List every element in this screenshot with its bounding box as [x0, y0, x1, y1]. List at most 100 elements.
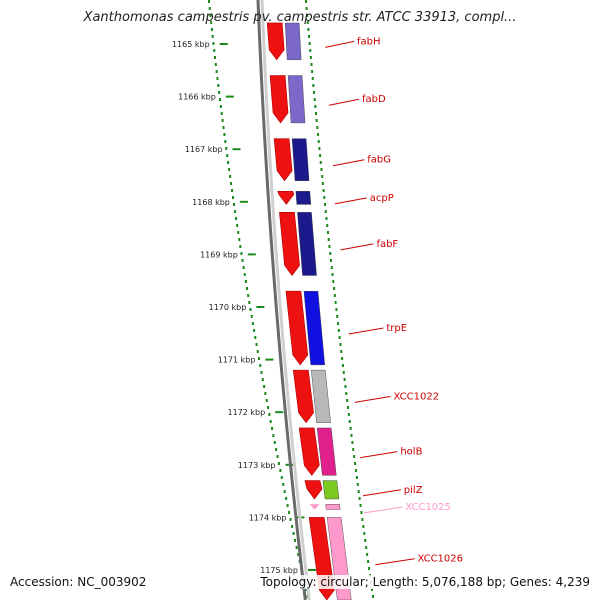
gene-labels: fabH fabD fabG acpP fabF trpE XCC1022 holB pilZ X… — [325, 36, 463, 566]
gc-dot — [314, 105, 317, 108]
gc-dot — [315, 119, 318, 122]
gc-dot — [235, 217, 238, 220]
gc-dot — [272, 434, 275, 437]
gc-dot — [217, 84, 220, 87]
gc-dot — [340, 350, 343, 353]
gc-dot — [356, 483, 359, 486]
gc-dot — [343, 378, 346, 381]
gc-dot — [273, 441, 276, 444]
cog-bar — [297, 212, 317, 276]
gc-dot — [317, 133, 320, 136]
gc-dot — [333, 287, 336, 290]
gc-dot — [229, 175, 232, 178]
gc-dot — [337, 329, 340, 332]
gc-dot — [321, 175, 324, 178]
label-leader — [328, 98, 360, 106]
label-leader — [364, 506, 403, 514]
gc-dot — [365, 546, 368, 549]
gc-dot — [305, 0, 307, 3]
gc-dot — [246, 287, 249, 290]
gc-dot — [332, 280, 335, 283]
gc-dot — [232, 196, 235, 199]
gene-track — [266, 22, 352, 600]
cog-bar — [295, 191, 312, 205]
gc-dot — [285, 497, 288, 500]
gc-dot — [264, 392, 267, 395]
gc-dot — [214, 63, 217, 66]
gc-dot — [370, 588, 373, 591]
gene-label: holB — [400, 447, 422, 458]
gc-dot — [247, 294, 250, 297]
gc-dot — [347, 413, 350, 416]
gc-dot — [351, 441, 354, 444]
gc-dot — [210, 21, 213, 24]
gc-dot — [211, 35, 214, 38]
gc-dot — [224, 140, 227, 143]
gene-arrow — [279, 212, 300, 276]
gc-dot — [218, 98, 221, 101]
gc-dot — [230, 182, 233, 185]
gc-dot — [260, 371, 263, 374]
ruler-label: 1171 kbp — [218, 356, 256, 365]
cog-bar — [325, 504, 341, 510]
gc-dot — [219, 105, 222, 108]
gc-dot — [328, 245, 331, 248]
gc-dot — [358, 497, 361, 500]
gc-dot — [317, 140, 320, 143]
ruler-tick — [239, 200, 248, 203]
gc-dot — [267, 406, 270, 409]
gc-dot — [319, 154, 322, 157]
gc-dot — [212, 42, 215, 45]
gc-dot — [277, 462, 280, 465]
gc-dot — [288, 511, 291, 514]
ruler-label: 1166 kbp — [178, 93, 216, 102]
label-leader — [354, 395, 391, 403]
gc-dot — [334, 301, 337, 304]
gc-dot — [292, 532, 295, 535]
ruler-label: 1165 kbp — [172, 40, 210, 49]
ruler-label: 1168 kbp — [192, 198, 230, 207]
ruler-label: 1170 kbp — [209, 303, 247, 312]
gc-dot — [238, 238, 241, 241]
gene-arrow — [298, 427, 320, 476]
gene-label: acpP — [370, 193, 394, 204]
ruler-label: 1167 kbp — [185, 145, 223, 154]
gc-dot — [329, 259, 332, 262]
gc-dot — [315, 112, 318, 115]
gc-dot — [354, 469, 357, 472]
gc-dot — [323, 196, 326, 199]
gc-dot — [261, 378, 264, 381]
gc-dot — [215, 70, 218, 73]
gc-dot — [350, 434, 353, 437]
gc-dot — [307, 28, 310, 31]
gc-dot — [305, 588, 308, 591]
gc-dot — [322, 189, 325, 192]
gc-dot — [359, 504, 362, 507]
gc-dot — [338, 336, 341, 339]
label-leader — [360, 451, 398, 459]
gc-dot — [308, 42, 311, 45]
gc-dot — [346, 399, 349, 402]
ruler-label: 1172 kbp — [227, 408, 265, 417]
backbone — [256, 0, 311, 600]
map-title: Xanthomonas campestris pv. campestris st… — [83, 10, 517, 25]
gc-dot — [210, 28, 213, 31]
gene-label: XCC1022 — [394, 391, 440, 402]
gc-dot — [263, 385, 266, 388]
gc-dot — [228, 168, 231, 171]
gc-dot — [289, 518, 292, 521]
gc-dot — [353, 455, 356, 458]
gc-dot — [360, 511, 363, 514]
ruler-label: 1173 kbp — [238, 461, 276, 470]
gc-dot — [256, 350, 259, 353]
ruler-tick — [247, 253, 256, 256]
gc-dot — [354, 462, 357, 465]
backbone-line — [256, 0, 307, 600]
gc-dot — [371, 595, 374, 598]
gc-dot — [271, 427, 274, 430]
gc-dot — [309, 49, 312, 52]
gc-dot — [320, 168, 323, 171]
gc-dot — [280, 476, 283, 479]
gc-dot — [327, 238, 330, 241]
